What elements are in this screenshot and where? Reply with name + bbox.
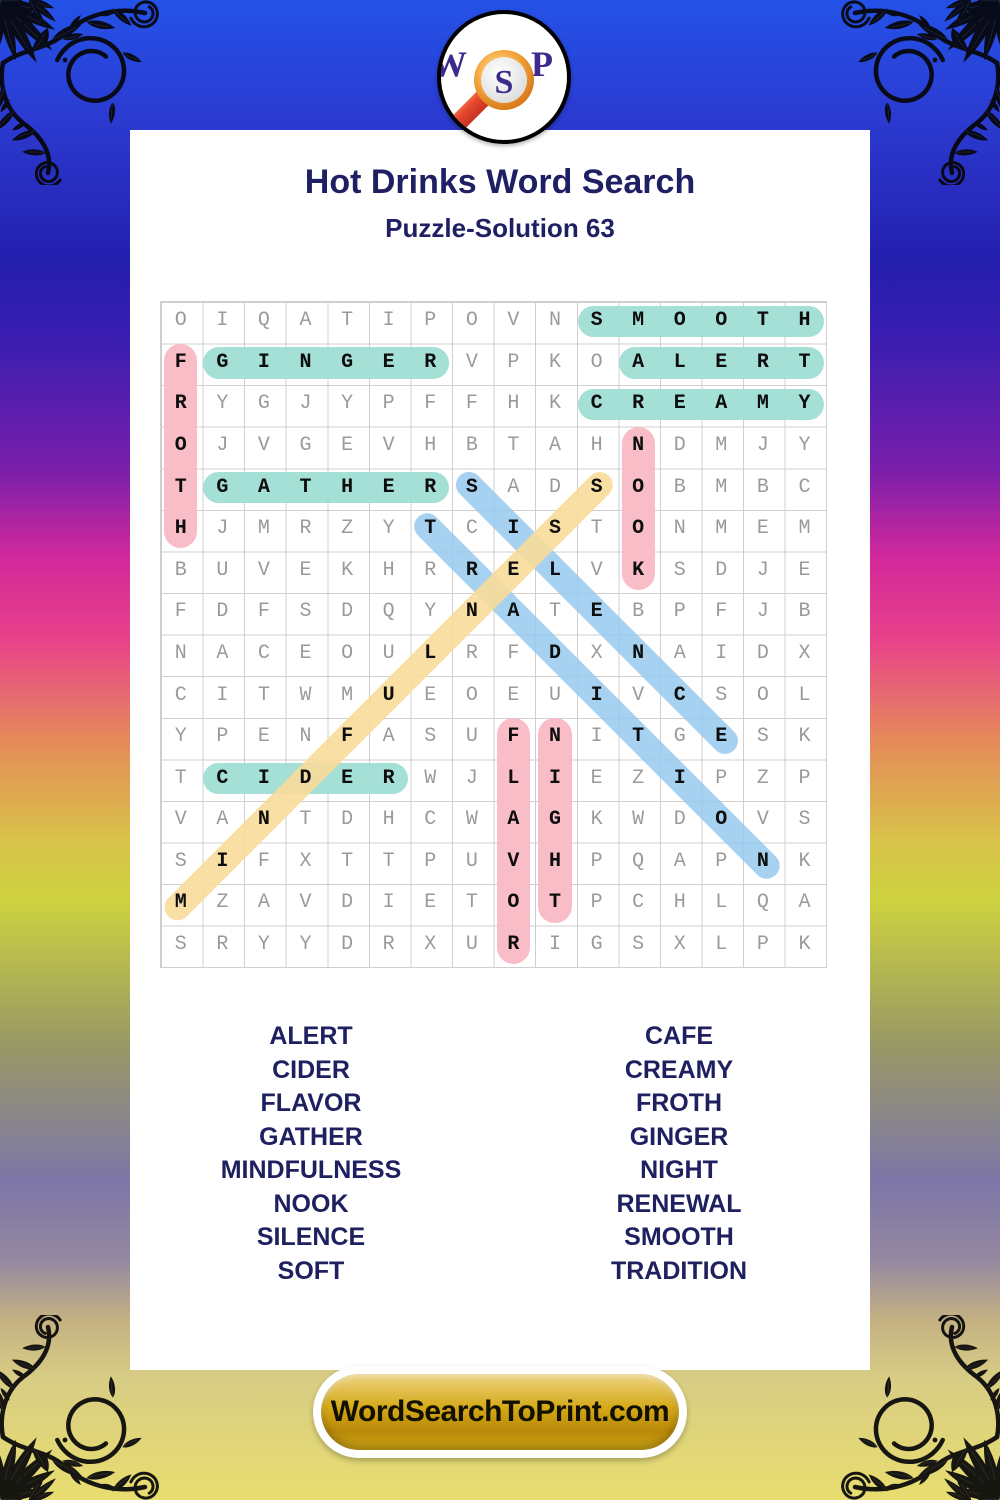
svg-text:S: S [495, 64, 514, 101]
